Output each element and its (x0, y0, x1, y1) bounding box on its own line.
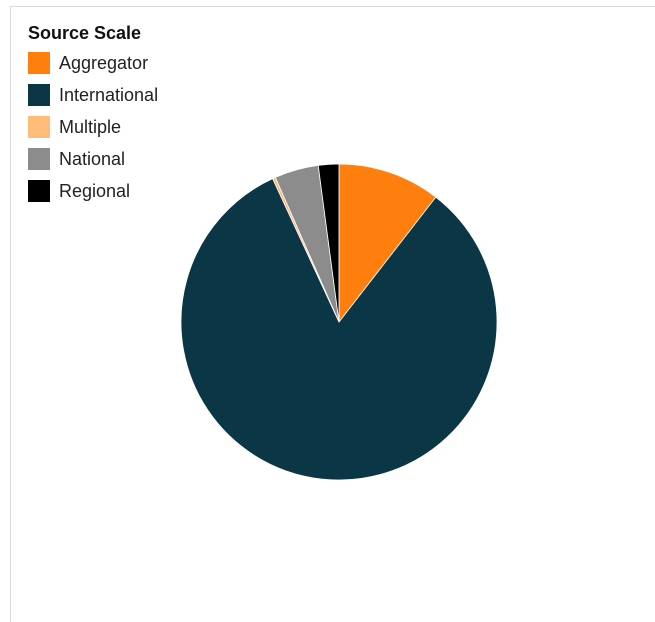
legend-item-aggregator[interactable]: Aggregator (28, 47, 158, 79)
legend-item-international[interactable]: International (28, 79, 158, 111)
legend-label-aggregator: Aggregator (59, 53, 149, 73)
legend-swatch-regional (28, 180, 50, 202)
legend: Source Scale Aggregator International Mu… (28, 22, 158, 207)
legend-label-national: National (59, 149, 126, 169)
pie-slices (180, 163, 498, 481)
pie-slice-regional[interactable] (317, 163, 340, 323)
legend-label-international: International (59, 85, 159, 105)
legend-swatch-international (28, 84, 50, 106)
pie-slice-aggregator[interactable] (338, 163, 437, 324)
legend-item-national[interactable]: National (28, 143, 158, 175)
legend-label-regional: Regional (59, 181, 131, 201)
legend-label-multiple: Multiple (59, 117, 122, 137)
legend-swatch-national (28, 148, 50, 170)
legend-swatch-aggregator (28, 52, 50, 74)
legend-title: Source Scale (28, 23, 142, 43)
legend-item-multiple[interactable]: Multiple (28, 111, 158, 143)
legend-swatch-multiple (28, 116, 50, 138)
pie-slice-international[interactable] (180, 178, 498, 481)
legend-item-regional[interactable]: Regional (28, 175, 158, 207)
